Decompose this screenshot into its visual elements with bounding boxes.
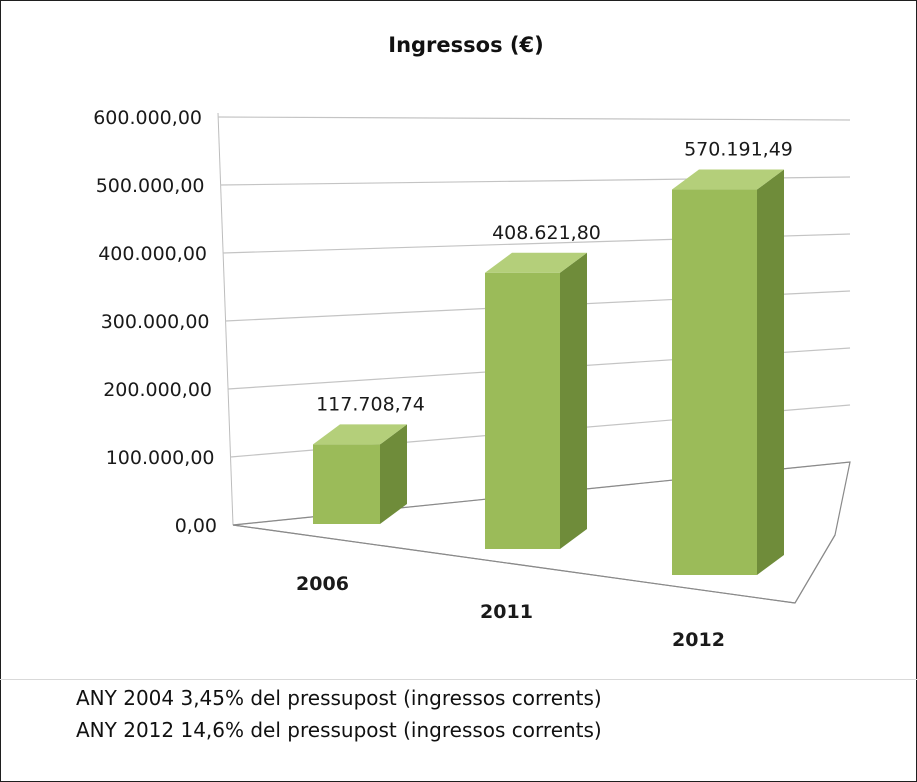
x-tick-label: 2011 [480, 601, 533, 623]
chart-area: Ingressos (€) 0,00 100.000,00 200.000,00 30… [93, 33, 851, 651]
y-tick-label: 400.000,00 [98, 243, 207, 265]
data-label: 117.708,74 [316, 393, 425, 415]
note-2004: ANY 2004 3,45% del pressupost (ingressos… [76, 686, 602, 710]
bar-2006 [313, 424, 407, 524]
floor-front-edge [232, 524, 796, 604]
gridline [217, 116, 851, 121]
chart-title: Ingressos (€) [388, 33, 543, 57]
bar-front [485, 272, 560, 549]
y-axis-ticks: 0,00 100.000,00 200.000,00 300.000,00 400.00… [93, 107, 217, 537]
y-tick-label: 300.000,00 [101, 311, 210, 333]
bar-top [313, 424, 407, 445]
bar-2011 [485, 252, 587, 549]
wall-left-edge [217, 112, 234, 526]
bar-side [380, 424, 407, 524]
bars [313, 169, 784, 576]
bar-front [313, 444, 380, 524]
data-label: 408.621,80 [492, 222, 601, 244]
bar-top [672, 169, 784, 190]
note-2012: ANY 2012 14,6% del pressupost (ingressos… [76, 718, 602, 742]
y-tick-label: 0,00 [175, 515, 217, 537]
y-tick-label: 500.000,00 [96, 175, 205, 197]
bar-side [757, 169, 784, 576]
x-axis-ticks: 2006 2011 2012 [296, 573, 725, 651]
x-tick-label: 2012 [672, 629, 725, 651]
floor-right-edge [794, 534, 836, 604]
chart-floor [232, 461, 851, 604]
y-tick-label: 100.000,00 [106, 447, 215, 469]
ingressos-chart: Ingressos (€) 0,00 100.000,00 200.000,00 30… [93, 33, 851, 651]
x-tick-label: 2006 [296, 573, 349, 595]
y-tick-label: 200.000,00 [103, 379, 212, 401]
data-labels: 117.708,74 408.621,80 570.191,49 [316, 139, 793, 416]
bar-side [560, 252, 587, 549]
divider [0, 679, 917, 680]
bar-2012 [672, 169, 784, 576]
y-tick-label: 600.000,00 [93, 107, 202, 129]
bar-front [672, 189, 757, 576]
data-label: 570.191,49 [684, 139, 793, 161]
bar-top [485, 252, 587, 273]
